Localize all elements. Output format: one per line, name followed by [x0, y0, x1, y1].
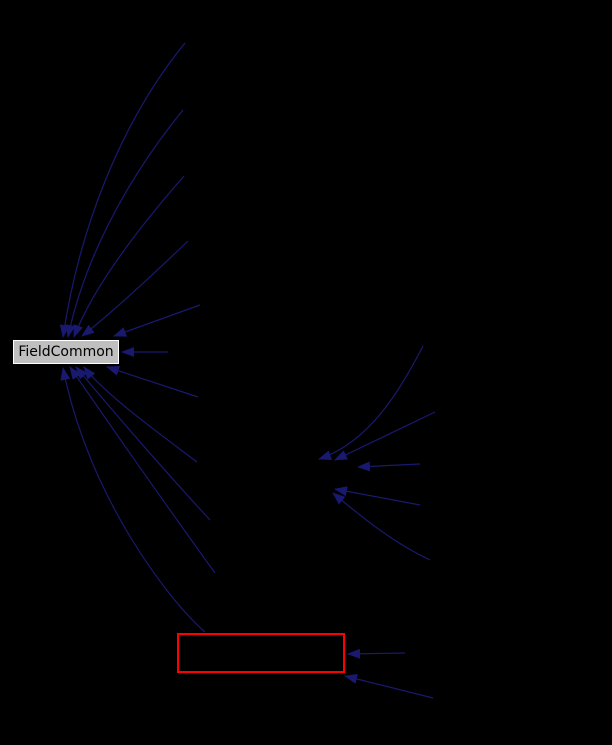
graph-edge	[113, 304, 201, 337]
graph-edge	[83, 366, 198, 463]
graph-edge	[60, 367, 206, 633]
graph-edge	[65, 109, 184, 338]
graph-edge	[334, 411, 436, 461]
graph-edge	[59, 42, 186, 338]
node-truncated-red[interactable]	[177, 633, 345, 673]
node-fieldcommon[interactable]: FieldCommon	[13, 340, 119, 364]
graph-edge	[318, 345, 424, 460]
graph-edge	[334, 486, 421, 506]
graph-edge	[357, 461, 421, 472]
graph-edge	[73, 175, 185, 338]
graph-edge	[332, 492, 431, 561]
graph-edge	[344, 674, 434, 699]
node-fieldcommon-label: FieldCommon	[18, 344, 114, 360]
graph-edge	[81, 240, 189, 337]
graph-edge	[69, 366, 216, 574]
graph-edge	[347, 648, 406, 659]
graph-edge	[106, 366, 199, 398]
graph-edge	[75, 366, 211, 521]
